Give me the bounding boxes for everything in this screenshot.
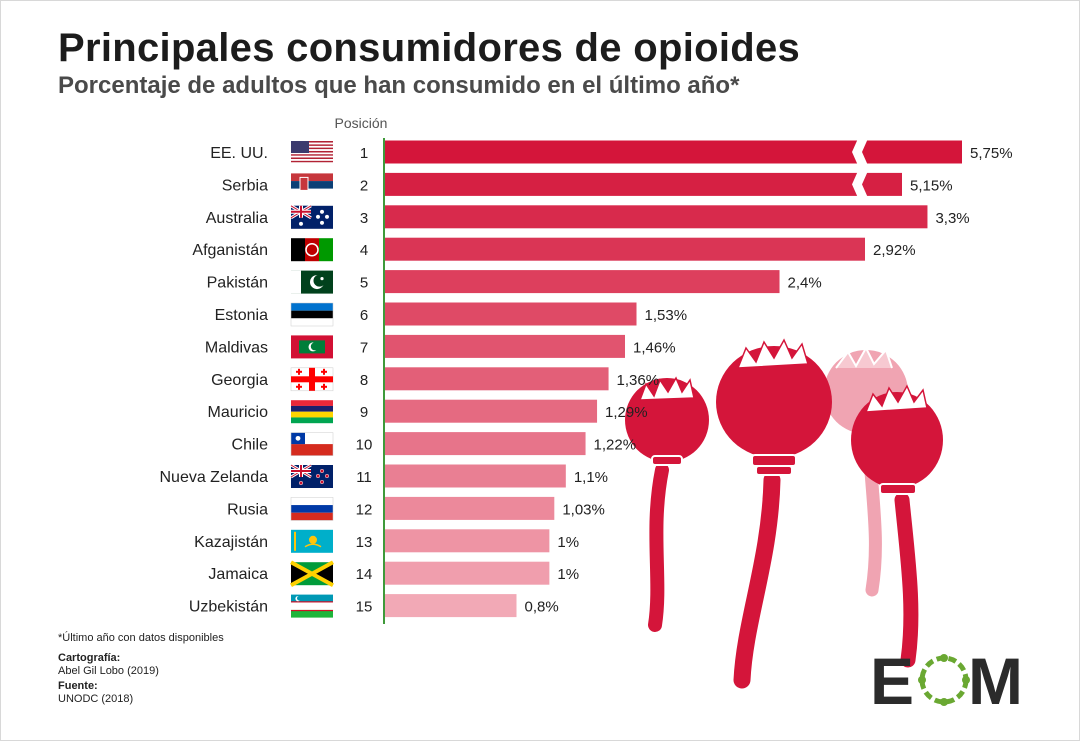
pakistan-flag-icon <box>291 270 333 294</box>
value-label: 1,46% <box>633 339 676 356</box>
bar <box>385 496 555 520</box>
rank-label: 9 <box>360 404 368 421</box>
bar <box>385 594 517 618</box>
footnote: *Último año con datos disponibles <box>58 632 224 644</box>
bar <box>385 172 902 196</box>
bar-rows: EE. UU. 1 5,75% Serbia 2 5,15% Australia 3 3,3% A… <box>159 138 1013 618</box>
rank-label: 5 <box>360 275 368 292</box>
country-label: Kazajistán <box>194 534 268 551</box>
rank-label: 15 <box>356 599 373 616</box>
country-label: Australia <box>206 210 268 227</box>
rank-label: 3 <box>360 210 368 227</box>
us-flag-icon <box>291 141 333 164</box>
bar-break-mark <box>852 170 868 198</box>
rank-label: 10 <box>356 437 373 454</box>
rank-label: 13 <box>356 534 373 551</box>
cartography-label: Cartografía: <box>58 652 121 664</box>
bar <box>385 334 625 358</box>
mauritius-flag-icon <box>291 400 333 424</box>
value-label: 1,36% <box>617 372 660 389</box>
afghanistan-flag-icon <box>291 238 333 262</box>
value-label: 1% <box>557 534 579 551</box>
country-label: Afganistán <box>192 242 268 259</box>
poppy-pods-illustration <box>625 338 943 689</box>
rank-label: 1 <box>360 145 368 162</box>
logo-o-ring-icon <box>918 654 970 706</box>
rank-label: 12 <box>356 501 373 518</box>
chile-flag-icon <box>290 432 334 456</box>
country-label: Estonia <box>215 307 268 324</box>
bar <box>385 432 586 456</box>
bar <box>385 302 637 326</box>
rank-label: 14 <box>356 566 373 583</box>
value-label: 1,22% <box>594 437 637 454</box>
rank-column-header: Posición <box>335 115 388 131</box>
eom-logo: E M <box>870 646 1023 710</box>
bar <box>385 140 962 164</box>
country-label: EE. UU. <box>210 145 268 162</box>
value-label: 1,1% <box>574 469 608 486</box>
value-label: 1% <box>557 566 579 583</box>
rank-label: 8 <box>360 372 368 389</box>
new-zealand-flag-icon <box>290 463 333 488</box>
value-label: 2,4% <box>788 275 822 292</box>
bar <box>385 367 609 391</box>
uzbekistan-flag-icon <box>291 594 333 618</box>
chart-title: Principales consumidores de opioides <box>58 26 801 70</box>
logo-letter-m: M <box>968 646 1023 710</box>
source-value: UNODC (2018) <box>58 693 134 705</box>
value-label: 1,29% <box>605 404 648 421</box>
bar <box>385 464 566 488</box>
country-label: Rusia <box>227 501 268 518</box>
logo-letter-e: E <box>870 646 914 710</box>
bar <box>385 205 928 229</box>
country-label: Mauricio <box>208 404 269 421</box>
rank-label: 6 <box>360 307 368 324</box>
georgia-flag-icon <box>290 367 334 392</box>
source-label: Fuente: <box>58 680 98 692</box>
bar <box>385 270 780 294</box>
rank-label: 11 <box>356 469 372 486</box>
russia-flag-icon <box>290 497 334 521</box>
country-label: Uzbekistán <box>189 599 268 616</box>
kazakhstan-flag-icon <box>291 529 333 553</box>
value-label: 5,75% <box>970 145 1013 162</box>
country-label: Maldivas <box>205 339 268 356</box>
rank-label: 7 <box>360 339 368 356</box>
estonia-flag-icon <box>290 302 334 327</box>
flag-column <box>290 141 334 618</box>
value-label: 2,92% <box>873 242 916 259</box>
value-label: 1,53% <box>645 307 688 324</box>
rank-label: 4 <box>360 242 368 259</box>
bar-break-mark <box>852 138 868 166</box>
maldives-flag-icon <box>291 335 333 359</box>
value-label: 3,3% <box>935 210 969 227</box>
country-label: Pakistán <box>207 275 268 292</box>
cartography-value: Abel Gil Lobo (2019) <box>58 665 159 677</box>
country-label: Georgia <box>211 372 268 389</box>
country-label: Serbia <box>222 177 268 194</box>
serbia-flag-icon <box>291 173 333 197</box>
country-label: Nueva Zelanda <box>159 469 268 486</box>
bar <box>385 237 865 261</box>
value-label: 0,8% <box>525 599 559 616</box>
value-label: 5,15% <box>910 177 953 194</box>
australia-flag-icon <box>290 204 333 229</box>
country-label: Jamaica <box>208 566 268 583</box>
rank-label: 2 <box>360 177 368 194</box>
value-label: 1,03% <box>562 501 605 518</box>
bar <box>385 561 550 585</box>
jamaica-flag-icon <box>290 560 334 587</box>
bar <box>385 529 550 553</box>
chart-subtitle: Porcentaje de adultos que han consumido … <box>58 72 740 99</box>
bar <box>385 399 598 423</box>
country-label: Chile <box>232 437 269 454</box>
